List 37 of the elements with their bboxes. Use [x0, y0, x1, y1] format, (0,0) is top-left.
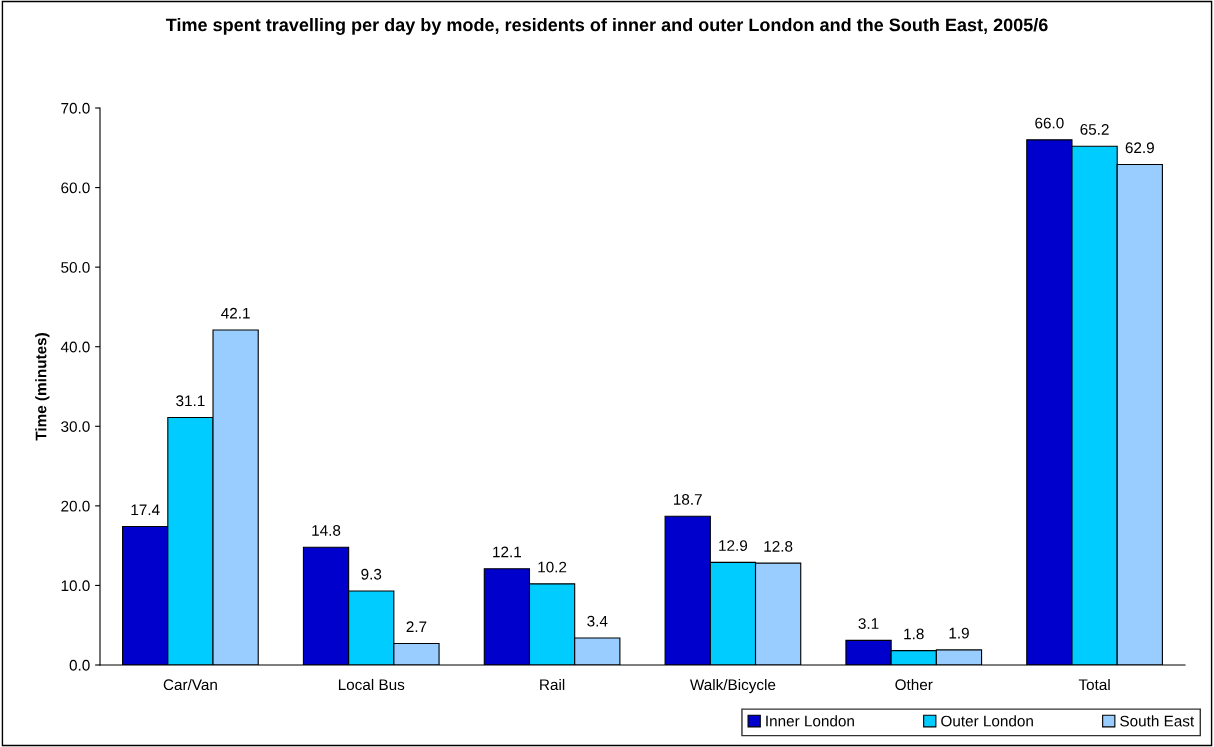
data-label: 12.9 [719, 540, 748, 551]
legend-label: Outer London [941, 715, 1033, 727]
y-tick-label: 20.0 [61, 500, 90, 512]
legend-label: Inner London [766, 715, 854, 727]
data-label: 14.8 [312, 525, 341, 536]
y-tick-label: 70.0 [61, 102, 90, 114]
data-label: 10.2 [538, 561, 567, 573]
y-tick-label: 50.0 [61, 262, 90, 273]
chart-title: Time spent travelling per day by mode, residents of inner and outer London and the South East, 2005/6 [165, 18, 1048, 35]
data-label: 1.8 [904, 628, 924, 640]
y-tick-label: 0.0 [69, 659, 90, 671]
x-tick-label: Rail [540, 678, 565, 691]
data-label: 65.2 [1080, 124, 1109, 135]
data-label: 12.1 [493, 546, 521, 558]
data-label: 2.7 [406, 621, 427, 633]
data-label: 9.3 [361, 568, 382, 580]
data-label: 18.7 [674, 494, 702, 505]
legend-label: South East [1120, 715, 1195, 727]
x-tick-label: Total [1078, 678, 1110, 691]
y-axis-title: Time (minutes) [35, 333, 50, 441]
data-label: 12.8 [764, 540, 793, 552]
y-tick-label: 30.0 [61, 421, 90, 432]
x-tick-label: Car/Van [163, 678, 217, 691]
x-tick-label: Local Bus [338, 678, 405, 691]
y-tick-label: 10.0 [61, 580, 90, 592]
x-tick-label: Walk/Bicycle [689, 678, 776, 694]
data-label: 3.4 [587, 615, 608, 627]
data-label: 1.9 [949, 627, 969, 639]
y-tick-label: 60.0 [61, 182, 90, 194]
data-label: 42.1 [221, 307, 250, 319]
x-tick-label: Other [895, 678, 933, 691]
data-label: 66.0 [1035, 117, 1064, 129]
data-label: 62.9 [1125, 142, 1154, 154]
data-label: 31.1 [176, 395, 205, 407]
y-tick-label: 40.0 [60, 341, 90, 353]
data-label: 3.1 [858, 618, 879, 629]
data-label: 17.4 [131, 504, 160, 516]
